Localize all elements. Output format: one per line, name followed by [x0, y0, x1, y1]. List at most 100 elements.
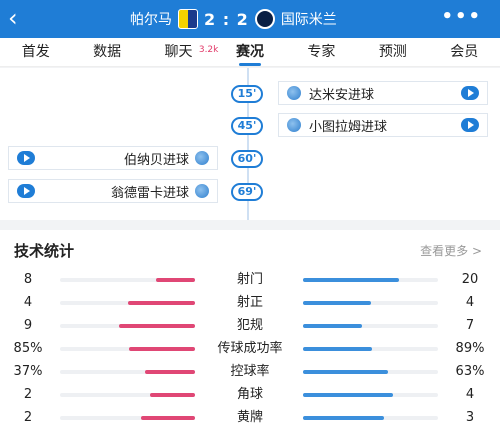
away-stat-value: 7 [465, 318, 475, 333]
home-stat-value: 85% [13, 341, 43, 356]
away-bar [303, 324, 363, 328]
football-icon [195, 184, 209, 198]
tab-prediction[interactable]: 预测 [378, 44, 407, 60]
home-bar-track [60, 324, 195, 328]
away-stat-value: 4 [465, 387, 475, 402]
away-stat-value: 63% [455, 364, 485, 379]
away-bar-track [303, 278, 438, 282]
away-bar [303, 416, 384, 420]
away-bar-track [303, 324, 438, 328]
tab-chat-label: 聊天 [164, 44, 193, 60]
minute-marker: 15' [231, 85, 263, 103]
home-bar-track [60, 370, 195, 374]
stat-row-possession: 37% 控球率 63% [0, 362, 500, 382]
minute-marker: 69' [231, 183, 263, 201]
away-team-name: 国际米兰 [280, 12, 337, 28]
goal-event-bernabe[interactable]: 伯纳贝进球 [8, 146, 218, 170]
stat-row-shots-on-target: 4 射正 4 [0, 293, 500, 313]
tab-member[interactable]: 会员 [450, 44, 479, 60]
home-bar [119, 324, 195, 328]
goal-event-ondrejka[interactable]: 翁德雷卡进球 [8, 179, 218, 203]
home-bar-track [60, 301, 195, 305]
away-bar [303, 393, 394, 397]
minute-marker: 60' [231, 150, 263, 168]
tab-live[interactable]: 赛况 [214, 38, 285, 66]
away-stat-value: 3 [465, 410, 475, 425]
tab-data[interactable]: 数据 [93, 44, 122, 60]
away-stat-value: 89% [455, 341, 485, 356]
event-label: 达米安进球 [309, 87, 375, 103]
event-label: 伯纳贝进球 [123, 152, 189, 168]
goal-event-damian[interactable]: 达米安进球 [278, 81, 488, 105]
home-team-name: 帕尔马 [130, 12, 172, 28]
away-bar [303, 347, 372, 351]
football-icon [287, 86, 301, 100]
home-bar-track [60, 347, 195, 351]
home-stat-value: 2 [23, 410, 33, 425]
away-bar-track [303, 301, 438, 305]
tab-expert[interactable]: 专家 [307, 44, 336, 60]
home-bar [141, 416, 195, 420]
home-bar [127, 301, 195, 305]
stat-row-shots: 8 射门 20 [0, 270, 500, 290]
football-icon [287, 118, 301, 132]
play-video-icon[interactable] [461, 118, 479, 132]
event-label: 翁德雷卡进球 [110, 185, 189, 201]
away-bar-track [303, 393, 438, 397]
stat-name: 角球 [236, 387, 263, 402]
tab-chat[interactable]: 聊天 3.2k [143, 38, 219, 66]
stat-name: 射正 [236, 295, 263, 310]
away-bar-track [303, 370, 438, 374]
stat-name: 控球率 [230, 364, 270, 379]
stats-title: 技术统计 [14, 242, 75, 260]
stat-name: 黄牌 [236, 410, 263, 425]
goal-event-thuram[interactable]: 小图拉姆进球 [278, 113, 488, 137]
away-bar [303, 370, 389, 374]
home-stat-value: 2 [23, 387, 33, 402]
home-bar [155, 278, 195, 282]
home-bar [128, 347, 195, 351]
home-bar-track [60, 278, 195, 282]
technical-stats-panel: 技术统计 查看更多 > 8 射门 20 4 射正 4 9 犯规 7 85% 传球… [0, 230, 500, 440]
match-score-bar: 帕尔马 2 : 2 国际米兰 [130, 7, 380, 31]
minute-marker: 45' [231, 117, 263, 135]
inter-crest-icon [254, 9, 275, 29]
timeline-axis [247, 68, 249, 220]
home-bar [145, 370, 195, 374]
stat-row-corners: 2 角球 4 [0, 385, 500, 405]
match-score: 2 : 2 [204, 9, 249, 29]
chat-count-badge: 3.2k [198, 45, 219, 55]
football-icon [195, 151, 209, 165]
stat-name: 射门 [236, 272, 263, 287]
home-bar [150, 393, 195, 397]
play-video-icon[interactable] [461, 86, 479, 100]
stat-row-yellow-cards: 2 黄牌 3 [0, 408, 500, 428]
event-timeline: 15' 达米安进球 45' 小图拉姆进球 60' 伯纳贝进球 69' 翁德雷卡进… [0, 68, 500, 220]
parma-crest-icon [178, 9, 198, 29]
tab-lineup[interactable]: 首发 [21, 44, 50, 60]
match-tabs: 首发 数据 聊天 3.2k 赛况 专家 预测 会员 [0, 38, 500, 67]
away-stat-value: 4 [465, 295, 475, 310]
match-header: ‹ 帕尔马 2 : 2 国际米兰 ••• [0, 0, 500, 38]
home-stat-value: 37% [13, 364, 43, 379]
play-video-icon[interactable] [17, 184, 35, 198]
away-bar [303, 278, 399, 282]
stat-row-pass-accuracy: 85% 传球成功率 89% [0, 339, 500, 359]
more-options-icon[interactable]: ••• [441, 6, 482, 27]
stat-name: 犯规 [236, 318, 263, 333]
stat-name: 传球成功率 [217, 341, 283, 356]
home-stat-value: 4 [23, 295, 33, 310]
back-icon[interactable]: ‹ [8, 4, 18, 32]
home-stat-value: 8 [23, 272, 33, 287]
home-stat-value: 9 [23, 318, 33, 333]
away-bar-track [303, 416, 438, 420]
view-more-link[interactable]: 查看更多 > [420, 244, 482, 258]
play-video-icon[interactable] [17, 151, 35, 165]
away-bar-track [303, 347, 438, 351]
away-stat-value: 20 [461, 272, 479, 287]
home-bar-track [60, 393, 195, 397]
event-label: 小图拉姆进球 [309, 119, 388, 135]
home-bar-track [60, 416, 195, 420]
away-bar [303, 301, 371, 305]
stat-row-fouls: 9 犯规 7 [0, 316, 500, 336]
